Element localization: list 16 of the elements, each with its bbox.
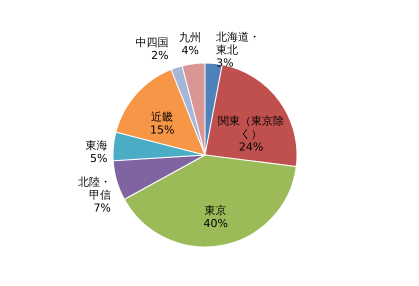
data-label: 5% (90, 152, 108, 165)
slice-label: 東海 (85, 138, 108, 152)
slice-label: 近畿 (151, 110, 174, 124)
data-label: 3% (216, 56, 234, 70)
slice-label: 関東（東京除く） (218, 114, 284, 140)
slice-label: 北陸・甲信 (78, 175, 111, 202)
data-label: 15% (150, 123, 174, 136)
slice-label: 東京 (204, 204, 227, 218)
data-label: 7% (93, 201, 111, 214)
slice-label: 九州 (179, 30, 202, 44)
slice-label: 北海道・東北 (216, 30, 260, 57)
data-label: 2% (151, 48, 169, 62)
data-label: 40% (203, 217, 228, 230)
data-label: 4% (181, 44, 199, 57)
slice-label: 中四国 (136, 36, 169, 49)
data-label: 24% (238, 140, 264, 154)
